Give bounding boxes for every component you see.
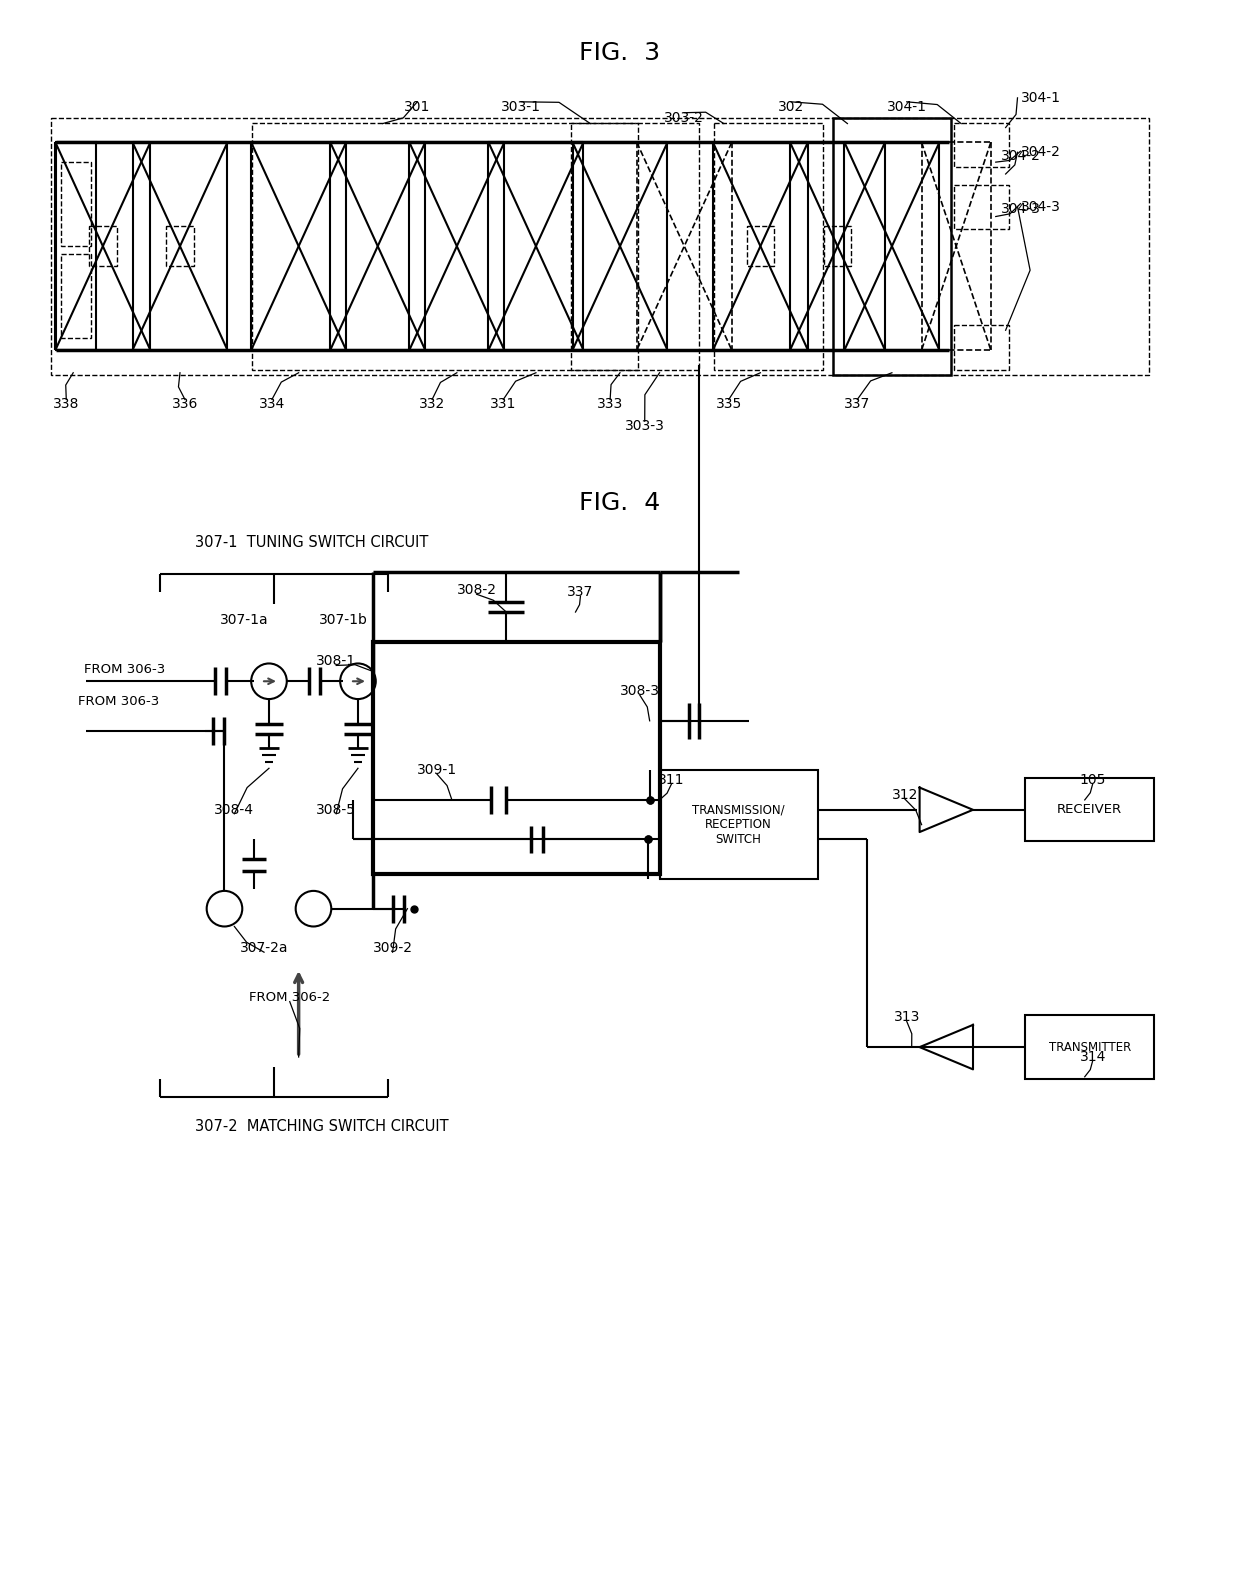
Text: 303-1: 303-1 — [501, 100, 541, 114]
Bar — [955, 185, 1008, 230]
Text: 314: 314 — [1080, 1049, 1106, 1064]
Text: 337: 337 — [568, 585, 594, 599]
Text: 308-4: 308-4 — [215, 804, 254, 816]
Text: 302: 302 — [777, 100, 805, 114]
Bar — [51, 117, 1149, 374]
Bar — [373, 642, 660, 873]
Text: 331: 331 — [490, 398, 517, 412]
Text: 307-2a: 307-2a — [239, 941, 288, 956]
Text: 304-2: 304-2 — [1021, 146, 1060, 158]
Text: RECEIVER: RECEIVER — [1058, 804, 1122, 816]
Text: 335: 335 — [715, 398, 742, 412]
Bar — [252, 122, 637, 369]
Text: 301: 301 — [404, 100, 430, 114]
Text: 336: 336 — [172, 398, 198, 412]
Bar — [1025, 778, 1154, 842]
Text: FIG.  4: FIG. 4 — [579, 491, 661, 515]
Bar — [61, 254, 91, 338]
Text: 332: 332 — [419, 398, 445, 412]
Text: TRANSMISSION/
RECEPTION
SWITCH: TRANSMISSION/ RECEPTION SWITCH — [692, 804, 785, 846]
Text: FROM 306-3: FROM 306-3 — [78, 694, 160, 707]
Text: TRANSMITTER: TRANSMITTER — [1049, 1041, 1131, 1054]
Text: FROM 306-3: FROM 306-3 — [84, 663, 165, 675]
Bar — [166, 227, 193, 266]
Text: 309-2: 309-2 — [372, 941, 413, 956]
Text: 303-3: 303-3 — [625, 418, 665, 433]
Text: 337: 337 — [844, 398, 870, 412]
Bar — [56, 143, 95, 350]
Text: 308-1: 308-1 — [316, 655, 356, 669]
Text: 304-3: 304-3 — [1021, 200, 1060, 214]
Bar — [61, 162, 91, 246]
Bar — [570, 122, 699, 369]
Text: 309-1: 309-1 — [417, 764, 458, 777]
Text: FROM 306-2: FROM 306-2 — [249, 991, 330, 1005]
Text: 307-1b: 307-1b — [319, 613, 367, 628]
Text: 308-3: 308-3 — [620, 685, 660, 697]
Text: 304-2: 304-2 — [1001, 149, 1040, 163]
Text: 333: 333 — [596, 398, 624, 412]
Text: 304-1: 304-1 — [887, 100, 926, 114]
Text: 105: 105 — [1080, 773, 1106, 788]
Bar — [714, 122, 822, 369]
Bar — [832, 117, 951, 374]
Text: 308-2: 308-2 — [456, 583, 497, 598]
Bar — [746, 227, 774, 266]
Text: 307-1  TUNING SWITCH CIRCUIT: 307-1 TUNING SWITCH CIRCUIT — [195, 536, 428, 550]
Bar — [955, 122, 1008, 166]
Text: 338: 338 — [53, 398, 79, 412]
Text: 334: 334 — [259, 398, 285, 412]
Text: 307-1a: 307-1a — [219, 613, 269, 628]
Text: 311: 311 — [658, 773, 684, 788]
Bar — [955, 325, 1008, 369]
Text: 312: 312 — [892, 788, 918, 802]
Text: 308-5: 308-5 — [316, 804, 356, 816]
Text: 307-2  MATCHING SWITCH CIRCUIT: 307-2 MATCHING SWITCH CIRCUIT — [195, 1119, 449, 1133]
Text: 303-2: 303-2 — [665, 111, 704, 125]
Text: 313: 313 — [894, 1011, 920, 1024]
Bar — [823, 227, 852, 266]
Text: 304-1: 304-1 — [1021, 90, 1060, 105]
Text: FIG.  3: FIG. 3 — [579, 41, 661, 65]
Text: 304-3: 304-3 — [1001, 201, 1040, 216]
Bar — [660, 770, 817, 880]
Bar — [1025, 1016, 1154, 1079]
Bar — [89, 227, 117, 266]
